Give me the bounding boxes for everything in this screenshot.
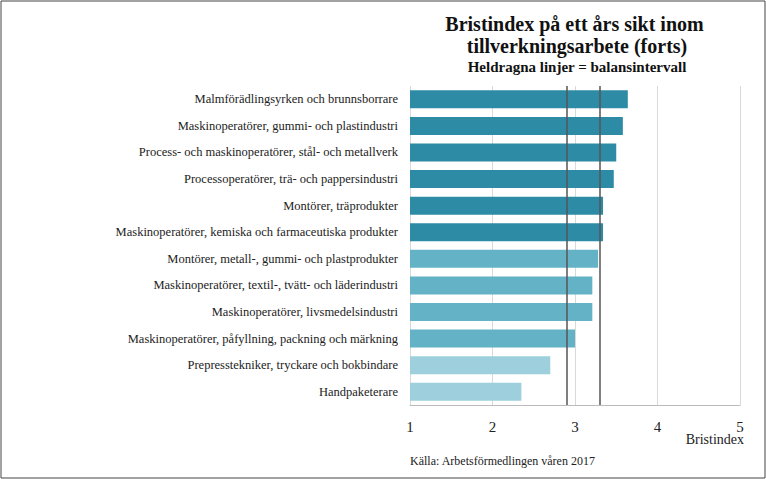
svg-text:Maskinoperatörer, kemiska och: Maskinoperatörer, kemiska och farmaceuti… [116,225,399,239]
svg-text:tillverkningsarbete (forts): tillverkningsarbete (forts) [467,35,688,58]
svg-text:Montörer, träprodukter: Montörer, träprodukter [283,199,399,213]
svg-text:Maskinoperatörer, textil-, tvä: Maskinoperatörer, textil-, tvätt- och lä… [153,278,398,292]
svg-text:Källa: Arbetsförmedlingen våre: Källa: Arbetsförmedlingen våren 2017 [410,454,595,468]
svg-text:Malmförädlingsyrken och brunns: Malmförädlingsyrken och brunnsborrare [195,92,399,106]
svg-text:5: 5 [736,419,744,435]
svg-text:Handpaketerare: Handpaketerare [319,385,399,399]
svg-text:Montörer, metall-, gummi- och: Montörer, metall-, gummi- och plastprodu… [167,252,399,266]
svg-text:Bristindex på ett års sikt ino: Bristindex på ett års sikt inom [445,13,708,36]
svg-text:Process- och maskinoperatörer,: Process- och maskinoperatörer, stål- och… [139,145,399,159]
svg-text:4: 4 [654,419,662,435]
svg-text:Bristindex: Bristindex [686,432,744,447]
svg-text:Prepresstekniker, tryckare och: Prepresstekniker, tryckare och bokbindar… [187,358,398,372]
svg-text:Maskinoperatörer, livsmedelsin: Maskinoperatörer, livsmedelsindustri [212,305,399,319]
svg-text:1: 1 [406,419,414,435]
svg-text:Heldragna linjer = balansinter: Heldragna linjer = balansintervall [468,59,687,75]
svg-text:2: 2 [489,419,497,435]
svg-text:3: 3 [571,419,579,435]
svg-text:Maskinoperatörer, gummi- och p: Maskinoperatörer, gummi- och plastindust… [178,119,399,133]
svg-text:Maskinoperatörer, påfyllning,: Maskinoperatörer, påfyllning, packning o… [128,332,399,346]
svg-text:Processoperatörer, trä- och pa: Processoperatörer, trä- och pappersindus… [184,172,399,186]
